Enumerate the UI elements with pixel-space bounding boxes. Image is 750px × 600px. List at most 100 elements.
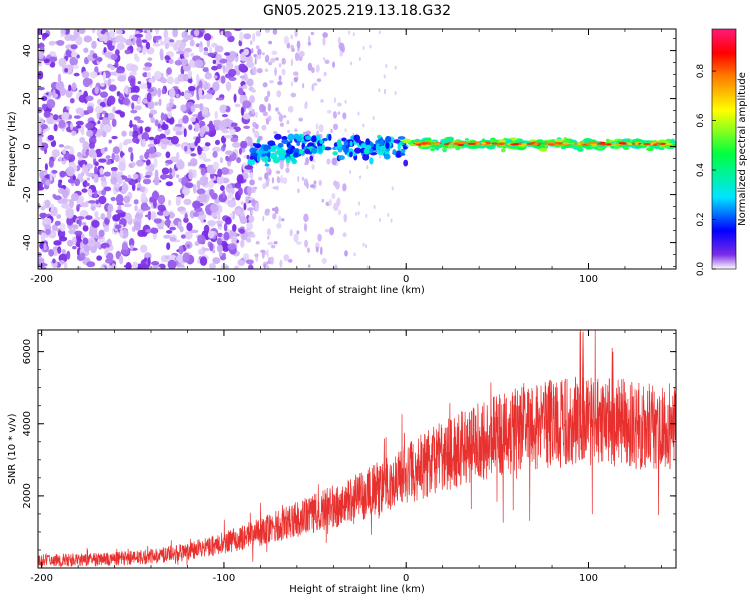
noise-blob (266, 119, 270, 125)
noise-blob (290, 44, 294, 50)
noise-blob (236, 156, 242, 164)
noise-blob (210, 174, 214, 179)
x-tick-label: 0 (403, 274, 409, 285)
noise-blob (81, 188, 88, 193)
signal-core (521, 143, 528, 146)
x-tick-label: -200 (30, 274, 53, 285)
noise-blob (262, 215, 265, 222)
noise-blob (255, 111, 258, 119)
noise-blob (40, 232, 46, 242)
noise-blob (146, 92, 152, 103)
noise-blob (63, 152, 71, 160)
noise-blob (264, 68, 269, 72)
signal-core (415, 141, 421, 144)
noise-blob (91, 219, 100, 228)
noise-blob (182, 186, 191, 196)
noise-blob (262, 111, 268, 117)
noise-blob (350, 61, 353, 66)
noise-blob (229, 128, 236, 136)
noise-blob (252, 33, 256, 43)
noise-blob (164, 219, 172, 227)
noise-blob (378, 30, 381, 35)
noise-blob (304, 102, 307, 110)
colorbar-label: Normalized spectral amplitude (737, 72, 748, 226)
noise-blob (56, 214, 62, 219)
signal-blob (332, 151, 338, 156)
noise-blob (279, 122, 284, 127)
noise-blob (58, 156, 63, 162)
noise-blob (38, 70, 44, 80)
noise-blob (180, 58, 189, 66)
noise-blob (58, 236, 68, 242)
noise-blob (153, 157, 158, 168)
noise-blob (138, 83, 148, 90)
noise-blob (260, 249, 266, 253)
noise-blob (230, 137, 239, 143)
noise-blob (219, 58, 228, 64)
noise-blob (42, 32, 50, 38)
noise-blob (48, 91, 53, 97)
noise-blob (124, 212, 132, 223)
signal-blob (290, 158, 297, 163)
signal-core (618, 142, 627, 145)
noise-blob (206, 164, 212, 174)
noise-blob (121, 130, 127, 137)
noise-blob (238, 39, 243, 47)
snr-frame (37, 329, 677, 569)
noise-blob (301, 176, 305, 181)
y-tick-label: 6000 (22, 339, 33, 364)
noise-blob (109, 71, 117, 76)
noise-blob (225, 81, 232, 91)
signal-core (467, 142, 477, 145)
noise-blob (51, 169, 58, 174)
noise-blob (223, 118, 232, 128)
noise-blob (164, 55, 171, 61)
noise-blob (137, 97, 141, 103)
signal-core (655, 142, 661, 145)
noise-blob (108, 139, 113, 143)
noise-blob (166, 242, 171, 251)
noise-blob (281, 57, 286, 65)
signal-blob (281, 139, 289, 144)
noise-blob (186, 222, 193, 232)
noise-blob (110, 176, 118, 185)
noise-blob (124, 86, 129, 94)
noise-blob (214, 45, 224, 53)
noise-blob (128, 237, 135, 248)
noise-blob (248, 215, 255, 223)
figure-title: GN05.2025.219.13.18.G32 (263, 3, 451, 19)
noise-blob (196, 73, 200, 82)
signal-core (498, 142, 504, 145)
noise-blob (215, 220, 224, 225)
noise-blob (247, 264, 254, 269)
noise-blob (157, 226, 164, 230)
signal-core (600, 141, 606, 144)
noise-blob (257, 48, 262, 56)
noise-blob (296, 40, 301, 49)
noise-blob (320, 99, 324, 103)
noise-blob (202, 67, 209, 73)
noise-blob (93, 165, 98, 176)
noise-blob (331, 157, 337, 166)
noise-blob (63, 262, 68, 269)
noise-blob (357, 211, 360, 216)
noise-blob (318, 179, 322, 186)
signal-blob (256, 138, 261, 143)
noise-blob (178, 177, 182, 183)
noise-blob (45, 228, 51, 235)
noise-blob (94, 86, 99, 95)
noise-blob (321, 257, 327, 264)
signal-blob (399, 152, 406, 156)
signal-blob (563, 139, 571, 143)
noise-blob (129, 77, 136, 88)
noise-blob (272, 29, 278, 35)
x-tick-label: 0 (403, 573, 409, 584)
noise-blob (152, 43, 161, 47)
snr-series-line (38, 330, 676, 568)
x-tick-label: -100 (213, 573, 236, 584)
noise-blob (304, 161, 307, 166)
noise-blob (48, 40, 56, 46)
noise-blob (315, 246, 319, 253)
signal-blob (249, 155, 255, 160)
noise-blob (146, 71, 151, 79)
